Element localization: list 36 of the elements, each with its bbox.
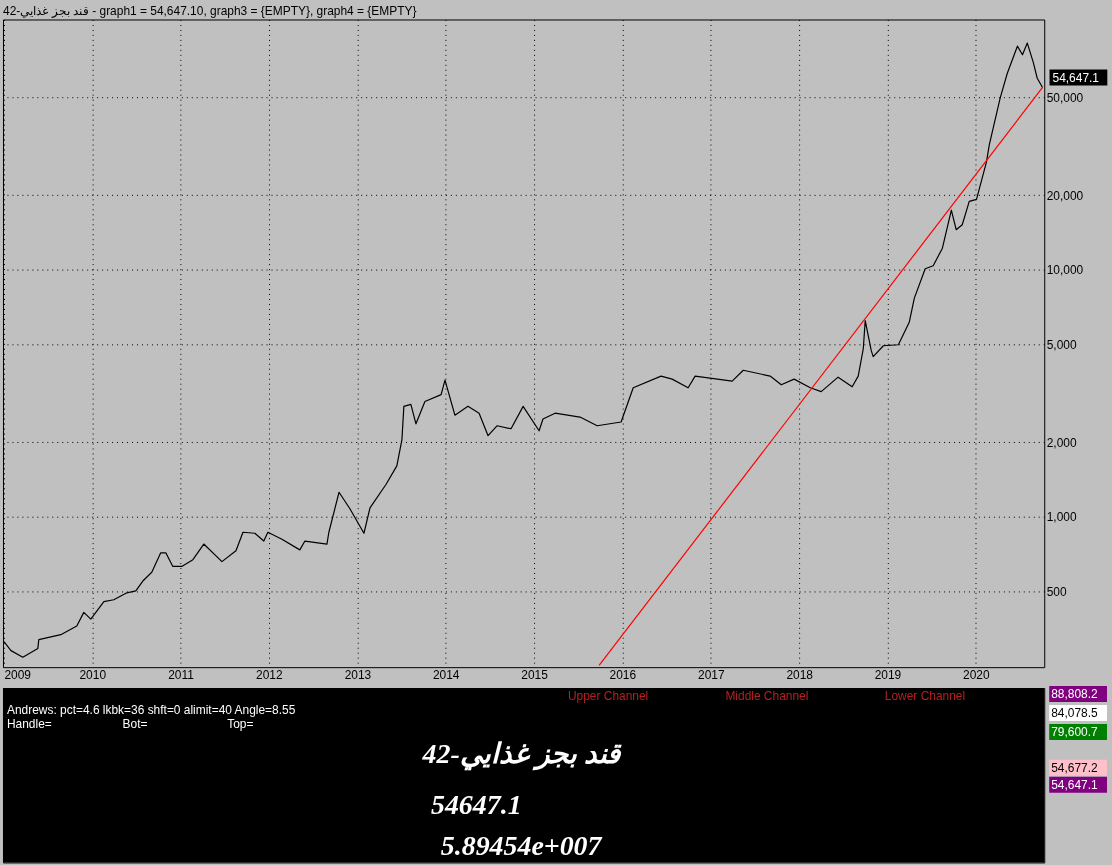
text: 84,078.5 (1051, 705, 1099, 720)
y-tick-label: 5,000 (1046, 337, 1077, 352)
chart-title: 42-قند بجز غذايي - graph1 = 54,647.10, graph3 = {EMPTY}, graph4 = {EMPTY} (2, 3, 417, 18)
text: 79,600.7 (1051, 724, 1099, 739)
x-tick-label: 2019 (874, 667, 902, 682)
x-tick-label: 2013 (344, 667, 372, 682)
text: Top= (227, 716, 254, 731)
text: Handle= (6, 716, 52, 731)
x-tick-label: 2018 (786, 667, 814, 682)
y-tick-label: 20,000 (1046, 188, 1084, 203)
text: 42-قند بجز غذايي (421, 737, 622, 771)
text: Bot= (122, 716, 148, 731)
x-tick-label: 2009 (4, 667, 32, 682)
x-tick-label: 2015 (521, 667, 549, 682)
y-tick-label: 10,000 (1046, 263, 1084, 278)
text: Lower Channel (884, 689, 966, 704)
x-tick-label: 2010 (79, 667, 107, 682)
x-tick-label: 2020 (963, 667, 990, 682)
text: Middle Channel (725, 689, 809, 704)
y-tick-label: 50,000 (1046, 90, 1084, 105)
text: 88,808.2 (1051, 687, 1099, 702)
text: Andrews: pct=4.6 lkbk=36 shft=0 alimit=40 Angle=8.55 (6, 702, 296, 717)
x-tick-label: 2017 (698, 667, 725, 682)
x-tick-label: 2016 (609, 667, 637, 682)
y-tick-label: 2,000 (1046, 435, 1077, 450)
text: 5.89454e+007 (440, 830, 603, 862)
text: Upper Channel (567, 689, 649, 704)
text: 54,677.2 (1051, 760, 1099, 775)
text: 54,647.1 (1051, 777, 1099, 792)
y-tick-label: 500 (1046, 584, 1068, 599)
x-tick-label: 2014 (432, 667, 460, 682)
annotation: 54,647.1 (1052, 70, 1100, 85)
x-tick-label: 2012 (256, 667, 283, 682)
y-tick-label: 1,000 (1046, 510, 1077, 525)
text: 54647.1 (430, 788, 522, 820)
x-tick-label: 2011 (168, 667, 195, 682)
